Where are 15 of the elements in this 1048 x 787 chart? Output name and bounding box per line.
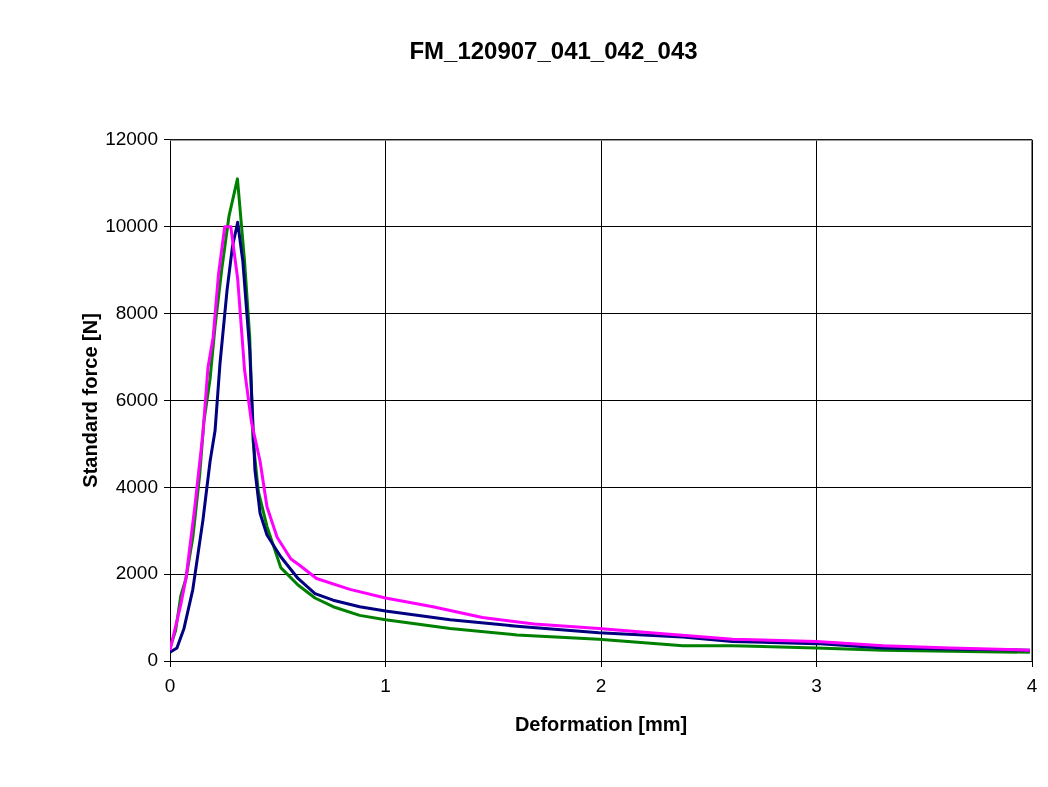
y-tick-label: 0 <box>147 649 158 671</box>
y-tick-label: 10000 <box>105 214 158 236</box>
x-axis-title: Deformation [mm] <box>514 712 688 735</box>
y-tick-label: 2000 <box>115 562 158 584</box>
y-axis-title: Standard force [N] <box>78 313 101 488</box>
y-tick-label: 8000 <box>115 301 158 323</box>
x-tick-label: 0 <box>164 674 176 696</box>
x-tick-label: 3 <box>811 674 822 696</box>
x-tick-label: 1 <box>380 674 391 696</box>
y-tick-label: 6000 <box>115 388 158 410</box>
y-tick-label: 4000 <box>115 475 158 497</box>
x-tick-label: 4 <box>1026 674 1038 696</box>
y-tick-label: 12000 <box>105 128 158 150</box>
chart-title: FM_120907_041_042_043 <box>409 37 698 65</box>
x-tick-label: 2 <box>595 674 607 696</box>
